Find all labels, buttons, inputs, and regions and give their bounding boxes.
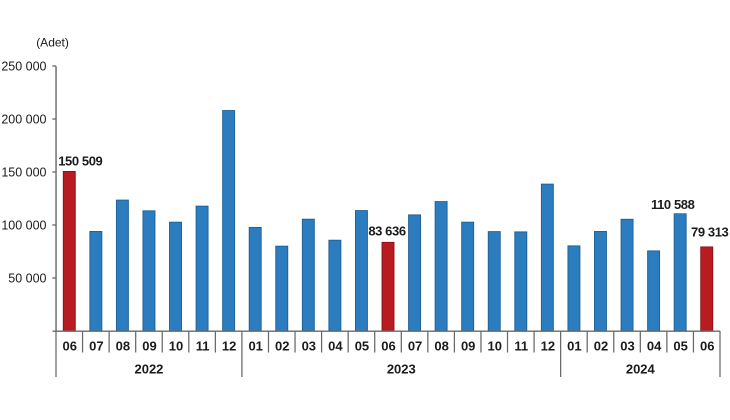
svg-text:02: 02 [275, 339, 289, 354]
svg-text:06: 06 [63, 339, 77, 354]
svg-text:05: 05 [673, 339, 687, 354]
svg-text:04: 04 [647, 339, 662, 354]
svg-text:110 588: 110 588 [651, 197, 695, 212]
svg-text:11: 11 [514, 339, 528, 354]
svg-text:12: 12 [222, 339, 236, 354]
svg-text:06: 06 [381, 339, 395, 354]
svg-text:10: 10 [488, 339, 502, 354]
svg-text:01: 01 [567, 339, 581, 354]
svg-text:(Adet): (Adet) [36, 36, 69, 50]
svg-text:01: 01 [248, 339, 262, 354]
svg-text:2024: 2024 [626, 362, 656, 377]
svg-text:03: 03 [620, 339, 634, 354]
svg-text:04: 04 [328, 339, 343, 354]
svg-text:2023: 2023 [387, 362, 416, 377]
svg-text:12: 12 [541, 339, 555, 354]
svg-text:11: 11 [196, 339, 210, 354]
svg-text:02: 02 [594, 339, 608, 354]
svg-text:09: 09 [142, 339, 156, 354]
svg-text:2022: 2022 [134, 362, 163, 377]
svg-text:07: 07 [408, 339, 422, 354]
svg-text:10: 10 [169, 339, 183, 354]
svg-text:83 636: 83 636 [368, 223, 406, 238]
svg-text:150 000: 150 000 [1, 166, 46, 180]
svg-text:06: 06 [700, 339, 714, 354]
svg-text:05: 05 [355, 339, 369, 354]
svg-text:08: 08 [434, 339, 448, 354]
svg-text:150 509: 150 509 [58, 153, 102, 168]
svg-text:250 000: 250 000 [1, 60, 46, 74]
svg-text:200 000: 200 000 [1, 113, 46, 127]
svg-text:03: 03 [302, 339, 316, 354]
svg-text:07: 07 [89, 339, 103, 354]
svg-text:08: 08 [116, 339, 130, 354]
svg-text:79 313: 79 313 [691, 225, 729, 240]
svg-text:50 000: 50 000 [8, 272, 46, 286]
svg-text:100 000: 100 000 [1, 219, 46, 233]
svg-text:09: 09 [461, 339, 475, 354]
